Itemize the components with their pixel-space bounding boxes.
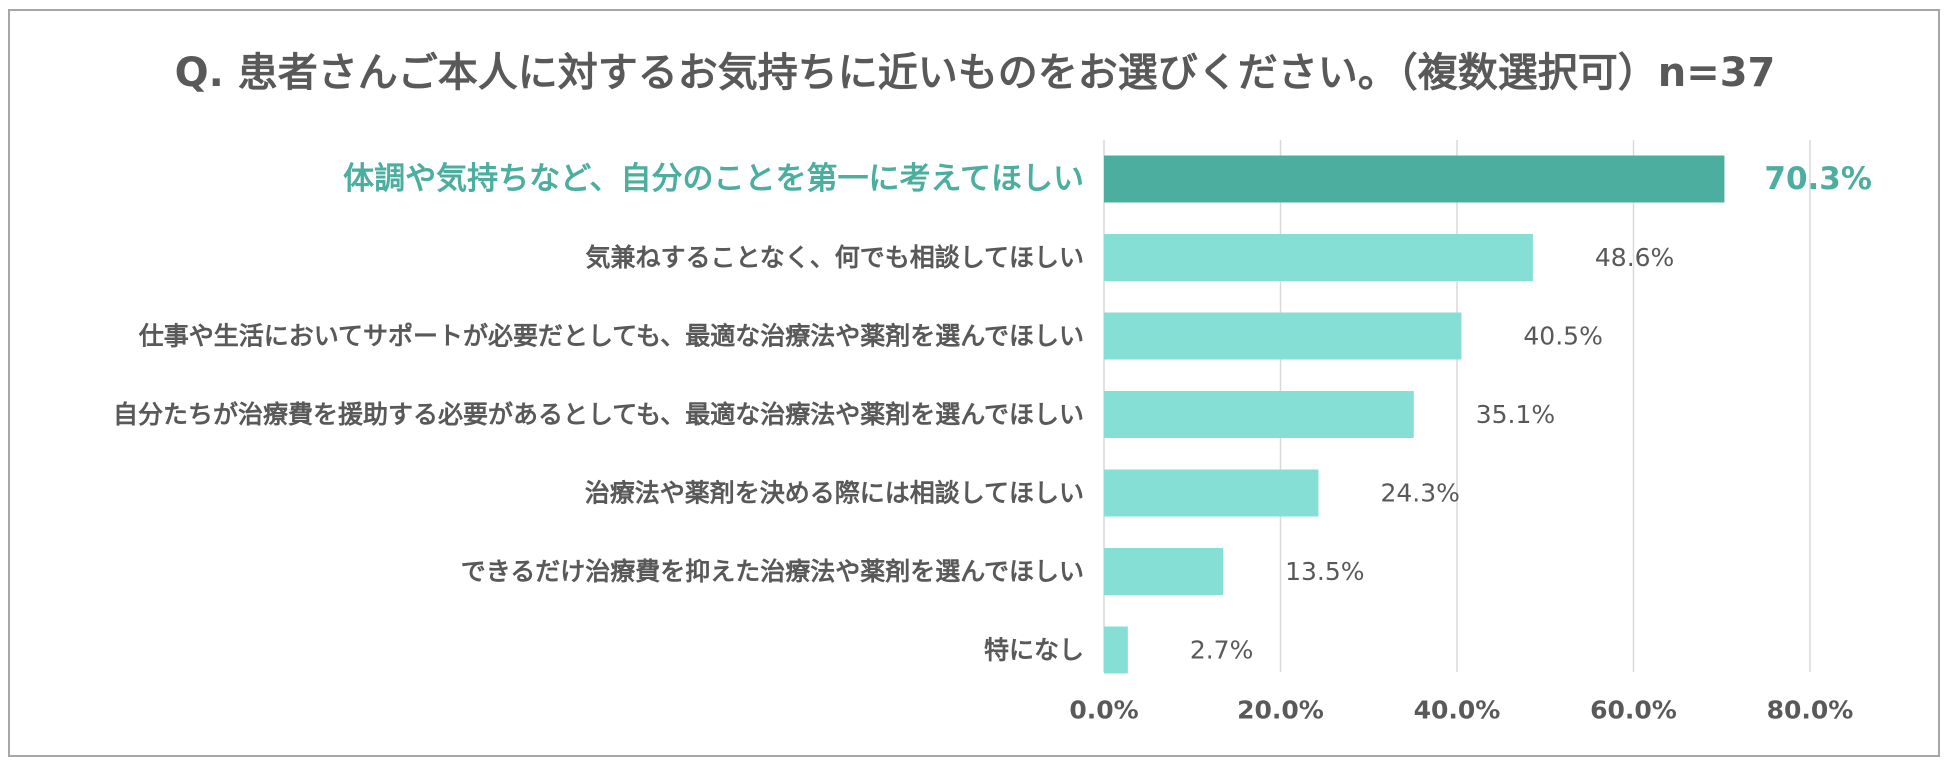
- bar: [1104, 548, 1224, 595]
- bar: [1104, 626, 1128, 674]
- data-label: 24.3%: [1380, 479, 1459, 508]
- data-label: 48.6%: [1595, 243, 1674, 272]
- category-label: 治療法や薬剤を決める際には相談してほしい: [585, 479, 1084, 508]
- data-label: 35.1%: [1476, 400, 1555, 429]
- category-label: 仕事や生活においてサポートが必要だとしても、最適な治療法や薬剤を選んでほしい: [138, 322, 1084, 351]
- chart-title: Q. 患者さんご本人に対するお気持ちに近いものをお選びください。（複数選択可）n…: [174, 50, 1776, 96]
- category-label: 自分たちが治療費を援助する必要があるとしても、最適な治療法や薬剤を選んでほしい: [113, 400, 1084, 429]
- bar: [1104, 312, 1462, 360]
- category-label: 特になし: [984, 636, 1084, 665]
- category-label: できるだけ治療費を抑えた治療法や薬剤を選んでほしい: [461, 557, 1084, 586]
- bar: [1104, 155, 1725, 203]
- x-axis-tick-labels: 0.0% 20.0% 40.0% 60.0% 80.0%: [1069, 696, 1853, 725]
- chart-frame: [8, 9, 1940, 757]
- data-label: 2.7%: [1190, 636, 1254, 665]
- bar: [1104, 391, 1414, 438]
- bars: [1104, 155, 1725, 674]
- bar: [1104, 469, 1319, 517]
- x-tick-label: 60.0%: [1590, 696, 1677, 725]
- bar: [1104, 234, 1533, 281]
- data-label: 40.5%: [1523, 322, 1602, 351]
- x-tick-label: 0.0%: [1069, 696, 1138, 725]
- value-labels: 70.3% 48.6% 40.5% 35.1% 24.3% 13.5% 2.7%: [1190, 161, 1872, 665]
- category-labels: 体調や気持ちなど、自分のことを第一に考えてほしい気兼ねすることなく、何でも相談し…: [113, 161, 1084, 665]
- x-tick-label: 80.0%: [1767, 696, 1854, 725]
- category-label: 体調や気持ちなど、自分のことを第一に考えてほしい: [343, 161, 1084, 197]
- x-tick-label: 40.0%: [1414, 696, 1501, 725]
- data-label: 70.3%: [1764, 161, 1872, 197]
- data-label: 13.5%: [1285, 557, 1364, 586]
- x-tick-label: 20.0%: [1237, 696, 1324, 725]
- category-label: 気兼ねすることなく、何でも相談してほしい: [585, 243, 1084, 272]
